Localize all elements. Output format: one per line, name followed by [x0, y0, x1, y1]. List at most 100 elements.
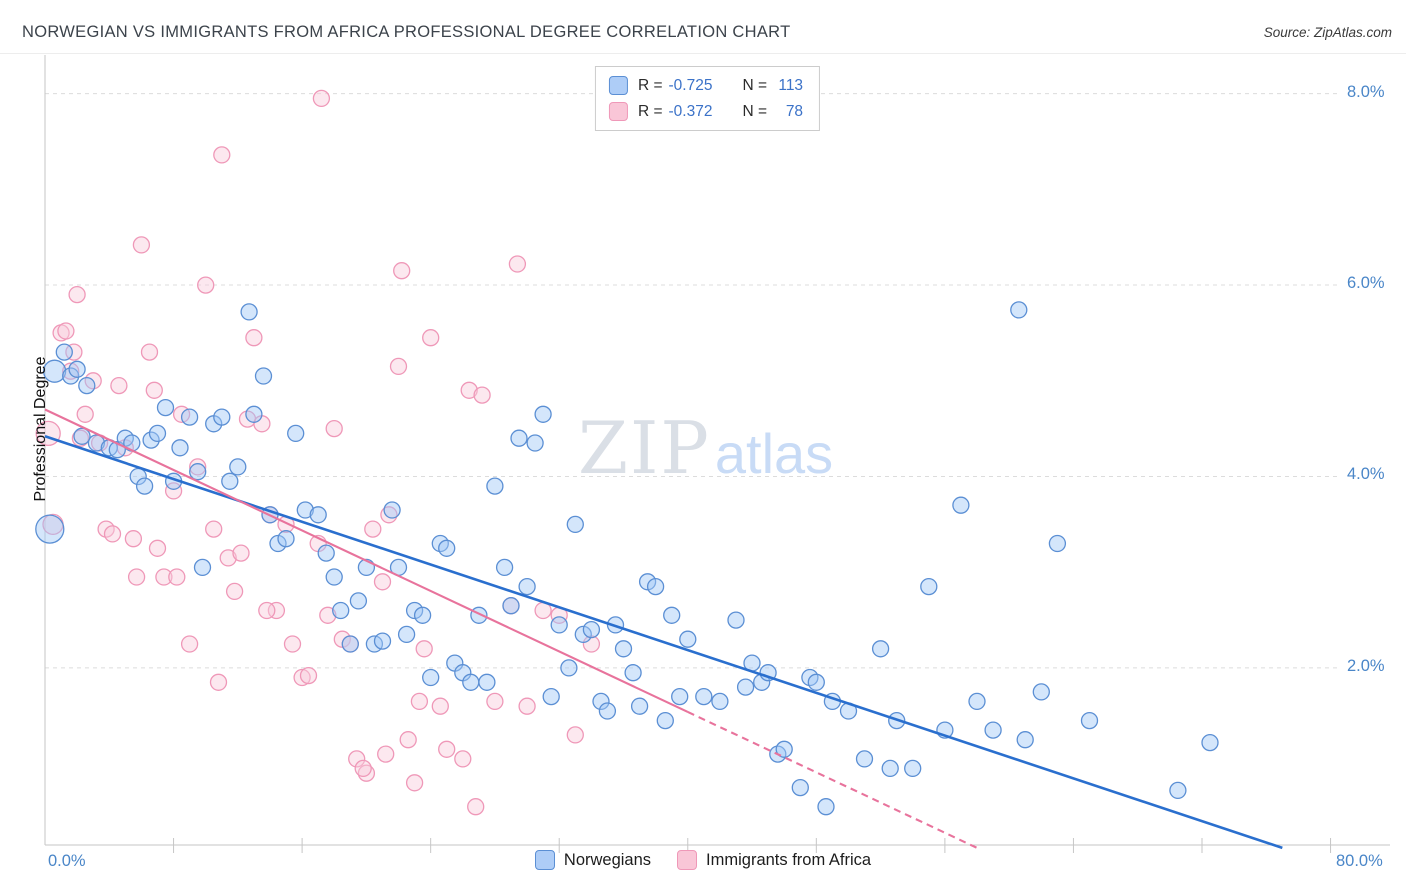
scatter-point-norwegians[interactable]: [904, 759, 922, 778]
scatter-point-norwegians[interactable]: [560, 659, 578, 677]
scatter-point-norwegians[interactable]: [727, 611, 745, 629]
scatter-point-norwegians[interactable]: [510, 429, 528, 447]
scatter-point-africa[interactable]: [283, 635, 302, 653]
scatter-point-norwegians[interactable]: [422, 668, 440, 687]
scatter-point-norwegians[interactable]: [78, 376, 96, 395]
scatter-point-norwegians[interactable]: [1169, 781, 1187, 800]
scatter-point-norwegians[interactable]: [671, 687, 689, 706]
scatter-point-africa[interactable]: [518, 697, 536, 715]
scatter-point-norwegians[interactable]: [325, 568, 343, 586]
scatter-point-norwegians[interactable]: [614, 640, 633, 658]
scatter-point-africa[interactable]: [377, 745, 395, 763]
scatter-point-africa[interactable]: [124, 530, 143, 548]
scatter-point-norwegians[interactable]: [296, 501, 314, 519]
scatter-point-norwegians[interactable]: [817, 798, 835, 816]
scatter-point-africa[interactable]: [467, 798, 485, 816]
scatter-point-norwegians[interactable]: [550, 616, 568, 634]
scatter-point-africa[interactable]: [508, 255, 527, 273]
scatter-point-norwegians[interactable]: [598, 702, 617, 720]
scatter-point-norwegians[interactable]: [526, 434, 544, 452]
scatter-point-africa[interactable]: [267, 601, 286, 620]
scatter-point-africa[interactable]: [219, 549, 237, 567]
scatter-point-africa[interactable]: [348, 750, 366, 768]
scatter-point-africa[interactable]: [232, 544, 250, 562]
scatter-point-norwegians[interactable]: [245, 405, 263, 423]
scatter-point-norwegians[interactable]: [349, 592, 368, 610]
scatter-point-norwegians[interactable]: [287, 424, 305, 443]
scatter-point-norwegians[interactable]: [332, 601, 350, 620]
scatter-point-norwegians[interactable]: [630, 697, 649, 715]
scatter-point-norwegians[interactable]: [240, 303, 258, 321]
scatter-point-norwegians[interactable]: [534, 405, 552, 423]
scatter-point-norwegians[interactable]: [656, 711, 674, 730]
scatter-point-norwegians[interactable]: [736, 678, 755, 696]
scatter-point-norwegians[interactable]: [42, 359, 67, 383]
scatter-point-africa[interactable]: [258, 601, 276, 620]
scatter-point-norwegians[interactable]: [317, 544, 335, 562]
scatter-point-norwegians[interactable]: [373, 632, 392, 650]
scatter-point-africa[interactable]: [164, 482, 183, 500]
scatter-point-africa[interactable]: [140, 343, 159, 361]
scatter-point-norwegians[interactable]: [73, 427, 91, 445]
scatter-point-africa[interactable]: [155, 568, 173, 586]
scatter-point-norwegians[interactable]: [871, 640, 890, 658]
scatter-point-norwegians[interactable]: [807, 673, 825, 691]
scatter-point-africa[interactable]: [410, 692, 429, 711]
scatter-point-africa[interactable]: [319, 606, 337, 624]
scatter-point-africa[interactable]: [393, 262, 411, 280]
scatter-point-africa[interactable]: [373, 573, 392, 591]
scatter-point-africa[interactable]: [380, 506, 398, 524]
scatter-point-norwegians[interactable]: [984, 721, 1002, 739]
scatter-point-norwegians[interactable]: [646, 577, 665, 596]
scatter-point-norwegians[interactable]: [486, 477, 504, 495]
scatter-point-africa[interactable]: [145, 381, 163, 399]
scatter-point-africa[interactable]: [364, 520, 382, 538]
scatter-point-africa[interactable]: [245, 329, 263, 347]
scatter-point-norwegians[interactable]: [68, 360, 86, 378]
scatter-point-africa[interactable]: [180, 635, 199, 653]
scatter-point-norwegians[interactable]: [1032, 683, 1050, 701]
scatter-point-africa[interactable]: [486, 692, 504, 711]
scatter-point-norwegians[interactable]: [855, 750, 874, 768]
scatter-point-norwegians[interactable]: [1010, 301, 1028, 319]
scatter-point-norwegians[interactable]: [171, 439, 189, 457]
scatter-point-norwegians[interactable]: [383, 501, 401, 519]
scatter-point-norwegians[interactable]: [1048, 534, 1067, 553]
scatter-point-norwegians[interactable]: [229, 458, 247, 476]
scatter-point-norwegians[interactable]: [462, 673, 480, 691]
scatter-point-africa[interactable]: [213, 146, 231, 164]
scatter-point-africa[interactable]: [197, 276, 215, 294]
legend-item-norwegians[interactable]: Norwegians: [534, 850, 651, 870]
scatter-point-norwegians[interactable]: [213, 408, 231, 426]
scatter-point-norwegians[interactable]: [180, 408, 199, 426]
scatter-point-africa[interactable]: [225, 582, 244, 601]
scatter-point-africa[interactable]: [431, 697, 449, 715]
scatter-point-norwegians[interactable]: [968, 692, 986, 711]
scatter-point-norwegians[interactable]: [502, 597, 520, 615]
scatter-point-norwegians[interactable]: [341, 635, 359, 653]
scatter-point-norwegians[interactable]: [518, 577, 536, 596]
scatter-point-norwegians[interactable]: [135, 477, 154, 495]
scatter-point-africa[interactable]: [168, 568, 186, 586]
scatter-point-norwegians[interactable]: [142, 431, 160, 449]
scatter-point-africa[interactable]: [312, 89, 331, 108]
legend-item-africa[interactable]: Immigrants from Africa: [677, 850, 871, 870]
scatter-point-norwegians[interactable]: [566, 515, 584, 534]
scatter-point-norwegians[interactable]: [309, 506, 327, 524]
scatter-point-africa[interactable]: [103, 525, 122, 543]
scatter-point-norwegians[interactable]: [35, 514, 65, 544]
scatter-point-norwegians[interactable]: [542, 687, 560, 706]
scatter-point-africa[interactable]: [209, 673, 228, 691]
scatter-point-africa[interactable]: [57, 322, 75, 340]
scatter-point-africa[interactable]: [399, 731, 417, 749]
scatter-point-africa[interactable]: [68, 285, 86, 304]
scatter-point-norwegians[interactable]: [148, 424, 167, 443]
scatter-point-norwegians[interactable]: [663, 606, 681, 624]
scatter-point-norwegians[interactable]: [711, 692, 729, 711]
scatter-point-africa[interactable]: [148, 539, 167, 557]
scatter-point-africa[interactable]: [62, 362, 80, 380]
scatter-point-norwegians[interactable]: [695, 687, 713, 706]
scatter-point-norwegians[interactable]: [1201, 733, 1219, 752]
scatter-point-africa[interactable]: [415, 640, 433, 658]
scatter-point-africa[interactable]: [65, 343, 83, 361]
